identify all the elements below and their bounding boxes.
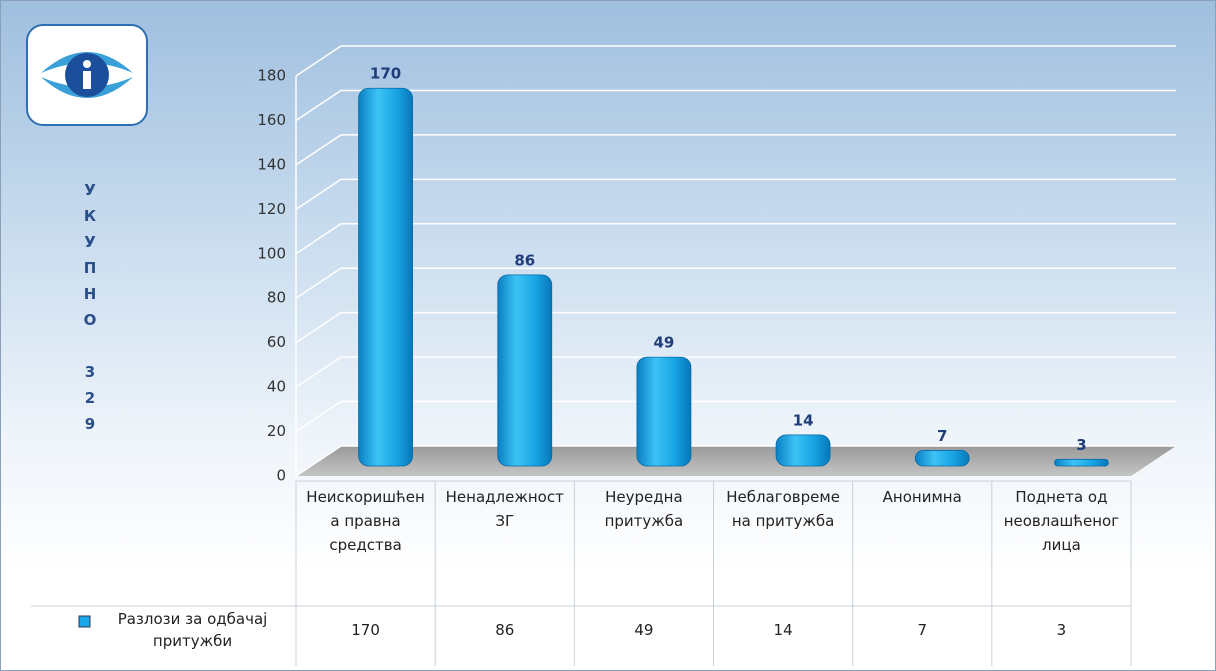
- category-label: Поднета од неовлашћеног лица: [1003, 488, 1120, 554]
- bar: [775, 434, 831, 467]
- bar: [636, 356, 692, 467]
- table-value: 7: [917, 621, 927, 639]
- data-label: 14: [793, 411, 814, 429]
- bar: [914, 450, 970, 467]
- bar: [1054, 458, 1109, 467]
- data-label: 86: [514, 251, 535, 269]
- y-tick-label: 60: [267, 333, 286, 351]
- category-label: Неблаговремена притужба: [726, 488, 840, 530]
- logo: [26, 24, 148, 126]
- y-tick-label: 20: [267, 422, 286, 440]
- grid-line: [295, 223, 1176, 255]
- y-tick-label: 80: [267, 289, 286, 307]
- grid-line: [295, 445, 1176, 477]
- bar: [497, 274, 553, 467]
- bar: [358, 87, 413, 467]
- table-value: 86: [495, 621, 515, 639]
- data-label: 49: [653, 334, 674, 352]
- table-value: 14: [773, 621, 793, 639]
- data-label: 7: [937, 427, 947, 445]
- category-label: Неискоришћена правна средства: [306, 488, 425, 554]
- grid-line: [295, 89, 1176, 122]
- y-tick-label: 100: [257, 244, 286, 262]
- table-value: 170: [351, 621, 380, 639]
- y-tick-label: 0: [276, 467, 286, 485]
- grid-line: [295, 311, 1176, 344]
- grid-line: [295, 400, 1176, 433]
- y-tick-label: 180: [257, 67, 286, 85]
- grid-line: [295, 134, 1176, 166]
- y-tick-label: 140: [257, 155, 286, 173]
- legend-swatch: [78, 615, 91, 628]
- y-tick-label: 120: [257, 200, 286, 218]
- data-label: 170: [370, 65, 401, 83]
- y-tick-label: 40: [267, 378, 286, 396]
- category-label: Неуредна притужба: [604, 488, 684, 530]
- grid-line: [295, 267, 1176, 299]
- table-value: 49: [634, 621, 654, 639]
- grid-line: [295, 178, 1176, 210]
- floor: [296, 446, 1176, 476]
- data-label: 3: [1076, 436, 1086, 454]
- grid-line: [295, 356, 1176, 388]
- legend-label: Разлози за одбачај притужби: [117, 610, 268, 650]
- category-label: Анонимна: [882, 488, 962, 506]
- table-value: 3: [1056, 621, 1067, 639]
- category-label: Ненадлежност ЗГ: [445, 488, 564, 530]
- grid-line: [295, 45, 1176, 77]
- y-axis-label: УКУПНО 329: [81, 181, 99, 441]
- y-tick-label: 160: [257, 111, 286, 129]
